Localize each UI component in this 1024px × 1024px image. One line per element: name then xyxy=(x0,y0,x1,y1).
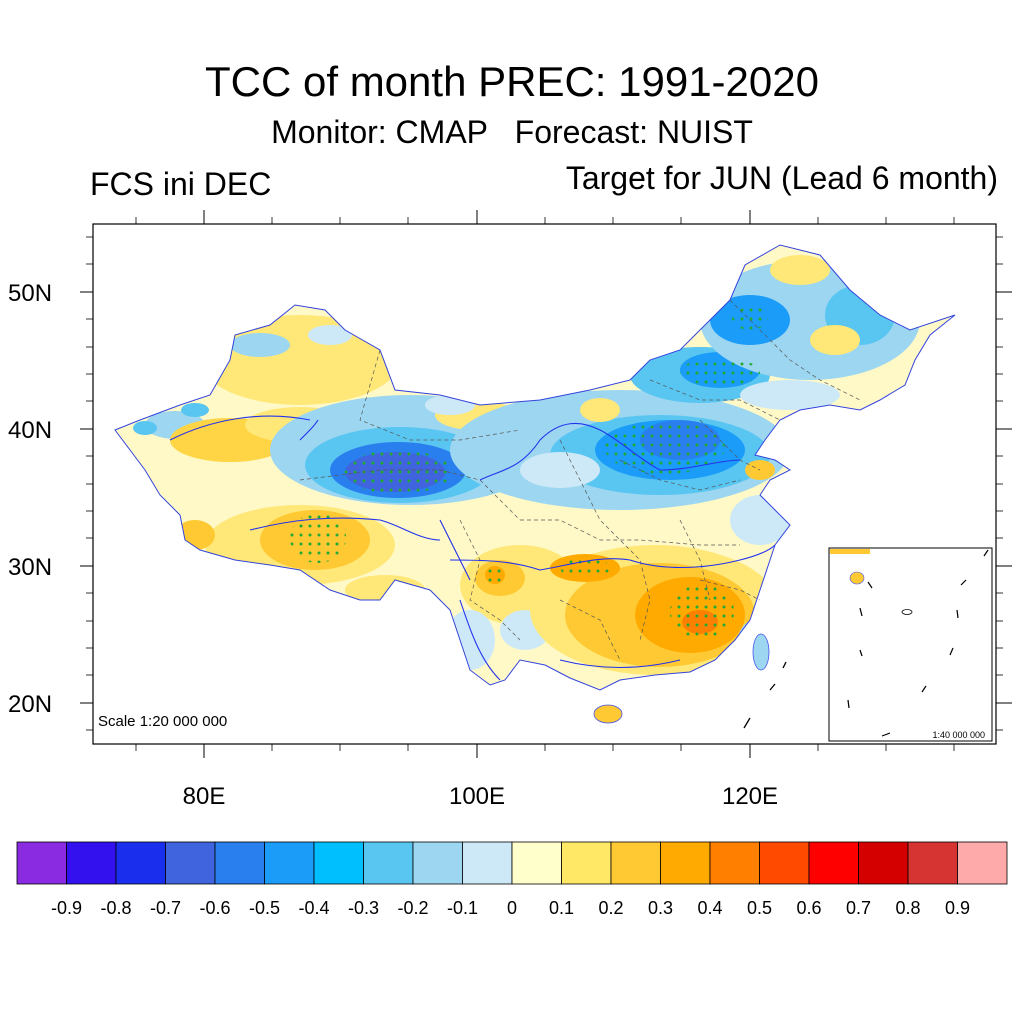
colorbar-swatch xyxy=(957,841,1008,885)
colorbar-swatch xyxy=(660,841,711,885)
colorbar-swatch xyxy=(363,841,414,885)
map-title: TCC of month PREC: 1991-2020 xyxy=(205,58,819,105)
colorbar-label: 0.4 xyxy=(697,898,722,918)
colorbar-label: 0.8 xyxy=(895,898,920,918)
main-scale: Scale 1:20 000 000 xyxy=(98,713,227,730)
colorbar-swatch xyxy=(165,841,216,885)
significance-stippling xyxy=(290,306,768,640)
colorbar-label: -0.8 xyxy=(100,898,131,918)
lon-label-100: 100E xyxy=(449,783,505,810)
colorbar-swatch xyxy=(16,841,67,885)
lat-label-50: 50N xyxy=(8,280,52,307)
colorbar-swatch xyxy=(709,841,760,885)
colorbar-label: 0.9 xyxy=(945,898,970,918)
colorbar-swatch xyxy=(759,841,810,885)
lat-ticks xyxy=(80,291,1012,704)
colorbar-swatch xyxy=(561,841,612,885)
colorbar-label: -0.4 xyxy=(298,898,329,918)
init-label: FCS ini DEC xyxy=(90,166,272,202)
lat-minor-ticks xyxy=(86,236,1003,731)
nine-dash-line-main xyxy=(743,661,787,729)
colorbar-label: 0.6 xyxy=(796,898,821,918)
colorbar-label: 0.2 xyxy=(598,898,623,918)
lat-label-40: 40N xyxy=(8,417,52,444)
lat-label-20: 20N xyxy=(8,691,52,718)
forecast-label: Forecast: NUIST xyxy=(514,114,753,150)
hainan-island xyxy=(593,704,623,724)
inset-scale: 1:40 000 000 xyxy=(932,730,985,740)
lat-label-30: 30N xyxy=(8,554,52,581)
colorbar-label: 0 xyxy=(507,898,517,918)
rivers xyxy=(169,415,776,681)
colorbar-label: -0.2 xyxy=(397,898,428,918)
monitor-label: Monitor: CMAP xyxy=(271,114,488,150)
taiwan-island xyxy=(752,633,770,671)
colorbar-label: -0.7 xyxy=(150,898,181,918)
colorbar-swatch xyxy=(907,841,958,885)
colorbar-label: 0.7 xyxy=(846,898,871,918)
map-subtitle: Monitor: CMAP Forecast: NUIST xyxy=(0,114,1024,151)
colorbar-swatch xyxy=(858,841,909,885)
china-outline xyxy=(114,244,956,691)
lon-minor-ticks xyxy=(135,217,955,751)
colorbar-swatch xyxy=(808,841,859,885)
lon-ticks xyxy=(203,210,751,758)
colorbar-swatch xyxy=(214,841,265,885)
colorbar-swatch xyxy=(66,841,117,885)
province-boundaries xyxy=(299,299,861,661)
colorbar-label: -0.1 xyxy=(447,898,478,918)
colorbar-label: 0.1 xyxy=(549,898,574,918)
colorbar-label: -0.6 xyxy=(199,898,230,918)
colorbar-swatch xyxy=(511,841,562,885)
colorbar-swatch xyxy=(115,841,166,885)
lon-label-120: 120E xyxy=(722,783,778,810)
colorbar-label: -0.9 xyxy=(51,898,82,918)
colorbar-label: -0.3 xyxy=(348,898,379,918)
colorbar-swatch xyxy=(412,841,463,885)
colorbar-label: 0.5 xyxy=(747,898,772,918)
colorbar: -0.9 -0.8 -0.7 -0.6 -0.5 -0.4 -0.3 -0.2 -0.1 0 0.1… xyxy=(16,841,1008,918)
colorbar-swatch xyxy=(264,841,315,885)
colorbar-swatch xyxy=(462,841,513,885)
south-china-sea-inset: 1:40 000 000 xyxy=(828,547,993,742)
colorbar-swatch xyxy=(313,841,364,885)
lon-label-80: 80E xyxy=(183,783,226,810)
colorbar-swatch xyxy=(610,841,661,885)
colorbar-label: -0.5 xyxy=(249,898,280,918)
target-label: Target for JUN (Lead 6 month) xyxy=(565,160,998,196)
colorbar-label: 0.3 xyxy=(648,898,673,918)
